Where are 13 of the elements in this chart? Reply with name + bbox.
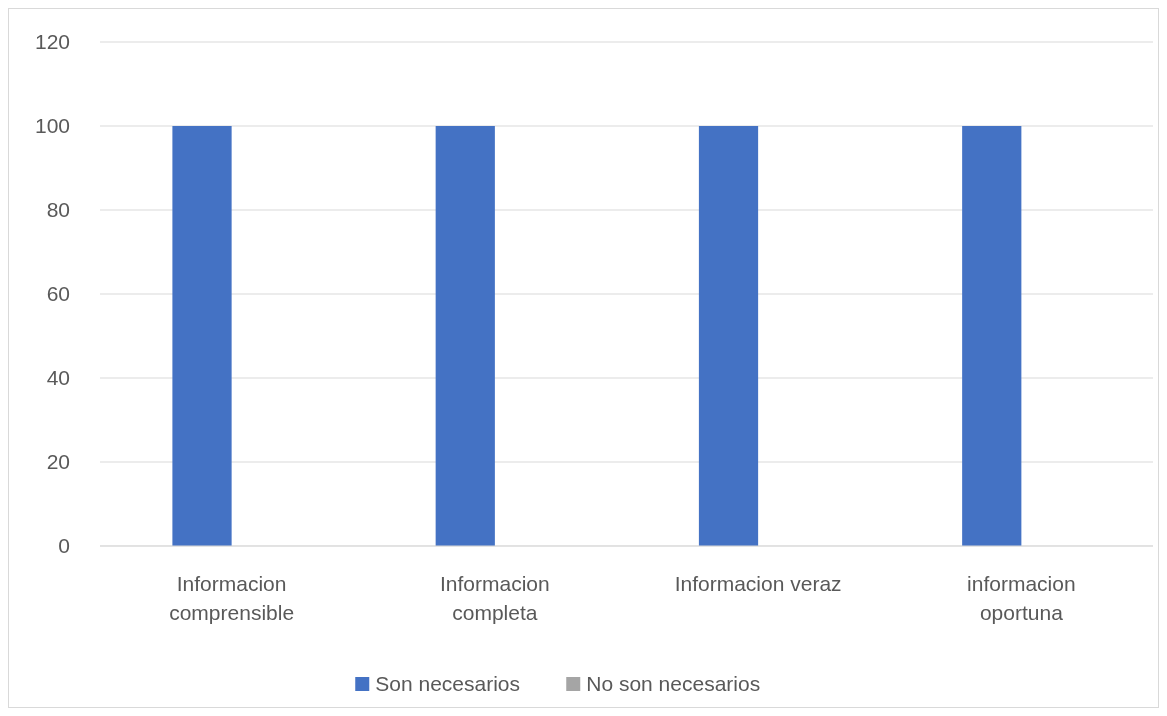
x-tick-label: Informacion completa xyxy=(440,572,550,624)
legend-label: Son necesarios xyxy=(375,672,521,696)
y-tick-label: 40 xyxy=(46,366,70,390)
x-tick-label: Informacion comprensible xyxy=(169,572,295,624)
legend-label: No son necesarios xyxy=(586,672,761,696)
y-tick-label: 120 xyxy=(34,30,70,54)
x-tick-label: Informacion veraz xyxy=(674,572,842,595)
y-tick-label: 0 xyxy=(58,534,70,558)
y-tick-label: 80 xyxy=(46,198,70,222)
x-tick-label: informacion oportuna xyxy=(967,572,1076,624)
y-tick-label: 60 xyxy=(46,282,70,306)
y-tick-label: 100 xyxy=(34,114,70,138)
y-tick-label: 20 xyxy=(46,450,70,474)
